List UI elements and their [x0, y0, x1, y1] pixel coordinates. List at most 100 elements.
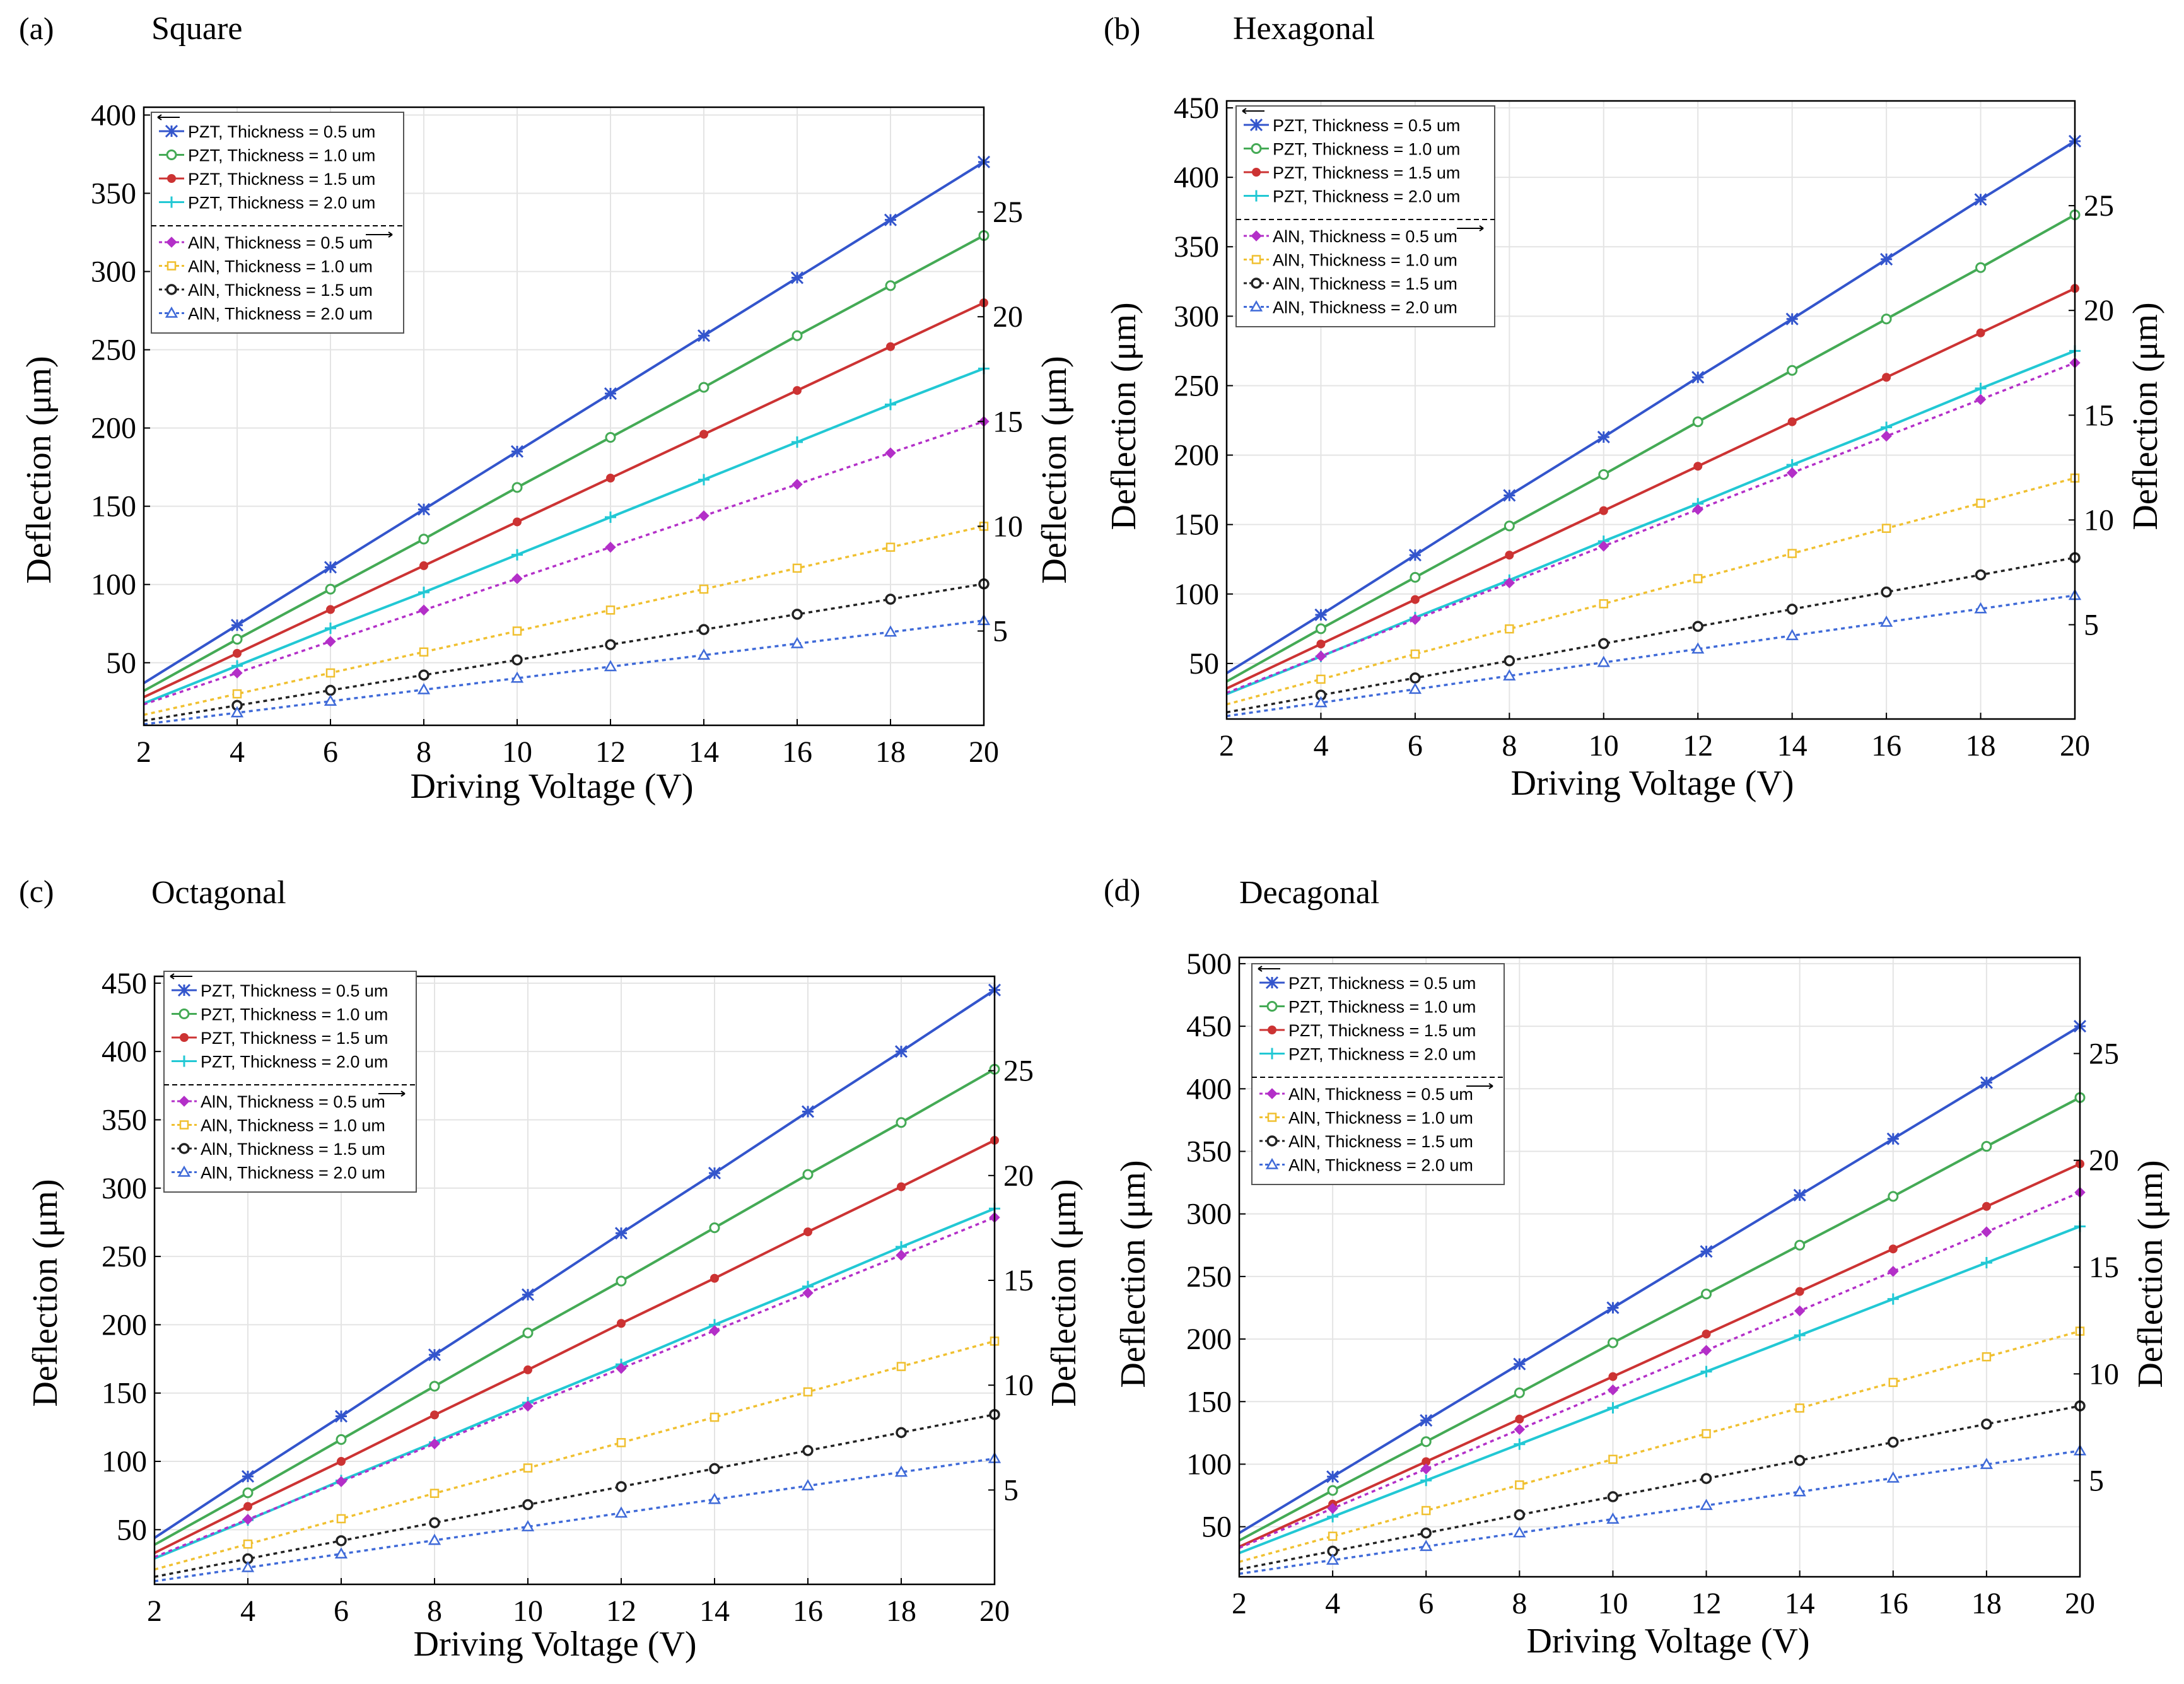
y-right-axis-label: Deflection (μm) [1035, 356, 1074, 583]
legend-marker-aln-1-5 [166, 284, 177, 295]
data-point-pzt-0-5 [894, 1045, 908, 1058]
data-point-pzt-1-5 [1599, 506, 1608, 515]
data-point-pzt-2-0 [1975, 382, 1987, 394]
data-point-pzt-1-5 [1515, 1415, 1524, 1424]
data-point-aln-1-5 [429, 1517, 440, 1529]
data-point-aln-1-5 [1514, 1509, 1526, 1521]
x-tick-label: 14 [699, 1594, 730, 1628]
legend-marker-pzt-1-0 [1251, 143, 1262, 154]
data-point-aln-1-0 [1702, 1429, 1711, 1439]
data-point-pzt-0-5 [241, 1470, 255, 1483]
data-point-pzt-2-0 [885, 399, 896, 411]
data-point-pzt-1-0 [231, 634, 243, 645]
data-point-pzt-1-5 [1976, 328, 1985, 337]
panel-title: Hexagonal [1233, 11, 1375, 47]
right-axis-arrow-icon [1466, 1083, 1493, 1089]
data-point-pzt-0-5 [521, 1288, 535, 1301]
y-left-tick-label: 100 [1186, 1447, 1232, 1481]
data-point-pzt-1-0 [336, 1434, 347, 1445]
x-tick-label: 6 [1418, 1587, 1434, 1620]
legend-marker-pzt-1-5 [167, 174, 176, 183]
data-point-pzt-0-5 [1880, 252, 1893, 266]
y-left-tick-label: 300 [1174, 300, 1219, 333]
data-point-aln-1-0 [792, 563, 802, 573]
legend-marker-pzt-0-5 [1249, 118, 1263, 132]
x-tick-label: 4 [240, 1594, 255, 1628]
chart-panel-2: (b) Hexagonal 2 4 6 8 10 12 14 16 18 20 50 100 150 200 2… [1104, 11, 2165, 803]
y-right-axis-label: Deflection (μm) [2126, 302, 2165, 530]
data-point-pzt-1-0 [1410, 571, 1421, 583]
series-line-pzt-1-0 [143, 234, 984, 693]
data-point-pzt-0-5 [1793, 1188, 1806, 1202]
left-axis-arrow-icon [1258, 966, 1280, 972]
y-left-tick-label: 150 [1186, 1385, 1232, 1418]
data-point-aln-0-5 [605, 541, 616, 553]
y-left-tick-label: 450 [1186, 1010, 1232, 1043]
data-point-pzt-2-0 [325, 623, 336, 634]
data-point-pzt-1-5 [886, 342, 895, 351]
data-point-aln-1-0 [1421, 1506, 1431, 1516]
data-point-pzt-1-5 [430, 1410, 439, 1420]
data-point-aln-1-5 [1607, 1491, 1619, 1502]
data-point-aln-1-0 [1328, 1531, 1338, 1541]
data-point-aln-0-5 [325, 636, 336, 647]
data-point-aln-2-0 [1420, 1540, 1433, 1552]
data-point-aln-0-5 [1881, 430, 1892, 442]
legend-entry: PZT, Thickness = 1.5 um [1273, 163, 1460, 182]
data-point-pzt-1-0 [242, 1487, 254, 1499]
data-point-pzt-0-5 [1513, 1357, 1526, 1371]
panel-title: Octagonal [151, 875, 286, 911]
legend-marker-aln-1-5 [178, 1143, 190, 1154]
left-axis-arrow-icon [157, 114, 180, 120]
data-point-aln-1-0 [896, 1362, 906, 1371]
data-point-aln-0-5 [885, 447, 896, 459]
legend-entry: AlN, Thickness = 2.0 um [201, 1164, 385, 1183]
y-right-tick-label: 5 [2084, 609, 2099, 642]
data-point-aln-1-0 [1608, 1454, 1618, 1465]
y-left-tick-label: 50 [1189, 647, 1219, 681]
legend-marker-aln-1-0 [1267, 1113, 1277, 1122]
data-point-aln-2-0 [1513, 1526, 1526, 1538]
data-point-pzt-1-0 [1598, 469, 1609, 480]
x-tick-label: 12 [1683, 729, 1713, 763]
y-left-tick-label: 250 [1186, 1260, 1232, 1294]
data-point-pzt-2-0 [1514, 1438, 1526, 1450]
legend-marker-pzt-0-5 [165, 124, 178, 138]
y-left-tick-label: 400 [1186, 1072, 1232, 1106]
data-point-aln-0-5 [709, 1325, 720, 1336]
data-point-pzt-0-5 [801, 1105, 815, 1118]
data-point-aln-1-0 [232, 689, 242, 699]
legend-entry: PZT, Thickness = 0.5 um [1273, 116, 1460, 135]
data-point-aln-1-5 [1598, 638, 1609, 650]
y-left-axis-label: Deflection (μm) [26, 1179, 65, 1406]
data-point-aln-1-0 [1982, 1352, 1992, 1362]
x-axis-label: Driving Voltage (V) [411, 767, 694, 806]
x-tick-label: 8 [1512, 1587, 1527, 1620]
legend-entry: AlN, Thickness = 1.0 um [1288, 1109, 1473, 1128]
data-point-aln-1-5 [791, 609, 803, 620]
legend-box [1235, 105, 1495, 327]
y-left-axis-label: Deflection (μm) [1104, 302, 1143, 530]
data-point-pzt-1-0 [1888, 1191, 1899, 1202]
data-point-aln-1-5 [1881, 586, 1892, 598]
legend-marker-pzt-2-0 [166, 196, 177, 208]
y-right-tick-label: 5 [2089, 1465, 2104, 1498]
y-right-tick-label: 20 [2084, 294, 2114, 327]
data-point-aln-1-0 [325, 668, 336, 678]
data-point-aln-2-0 [428, 1533, 441, 1545]
y-right-tick-label: 20 [1003, 1159, 1034, 1193]
y-left-tick-label: 350 [91, 177, 136, 210]
data-point-aln-2-0 [1408, 682, 1422, 694]
legend-entry: AlN, Thickness = 1.0 um [188, 257, 373, 276]
data-point-pzt-1-0 [885, 280, 896, 291]
data-point-aln-1-0 [1599, 599, 1609, 609]
y-left-tick-label: 250 [1174, 369, 1219, 402]
y-left-tick-label: 350 [102, 1103, 147, 1137]
data-point-aln-0-5 [1420, 1463, 1432, 1475]
data-point-pzt-1-0 [325, 583, 336, 595]
x-tick-label: 16 [1878, 1587, 1908, 1620]
series-line-pzt-0-5 [153, 988, 996, 1540]
data-point-aln-1-0 [243, 1539, 253, 1549]
x-tick-label: 6 [323, 735, 338, 769]
data-point-aln-0-5 [522, 1400, 534, 1412]
